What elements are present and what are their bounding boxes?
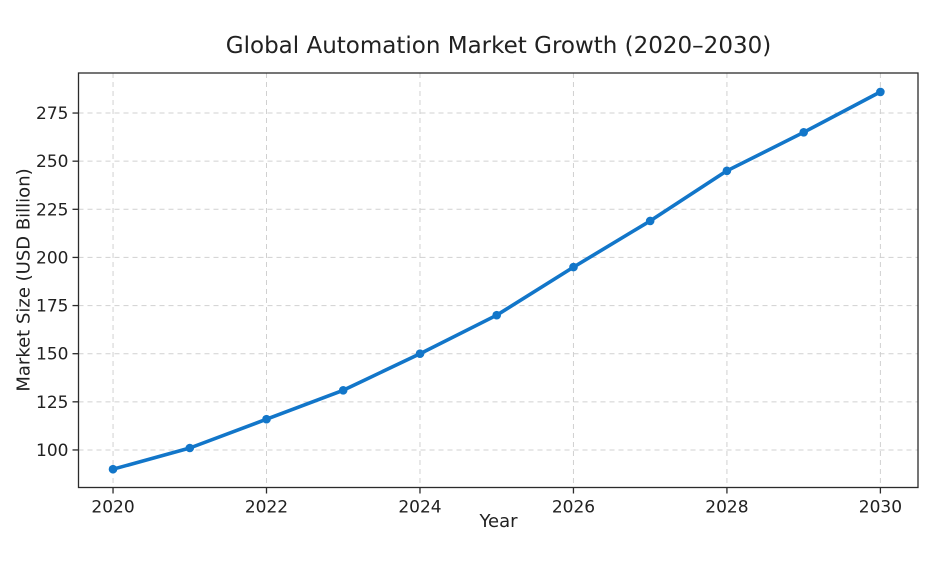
series-markers (108, 87, 885, 474)
x-tick-label: 2028 (705, 498, 748, 518)
x-tick-label: 2030 (859, 498, 902, 518)
y-tick-label: 200 (36, 248, 68, 268)
gridlines (78, 73, 918, 488)
data-point (569, 262, 578, 272)
x-axis-label: Year (479, 511, 518, 532)
x-tick-label: 2020 (91, 498, 134, 518)
chart-title: Global Automation Market Growth (2020–20… (225, 33, 772, 59)
tick-marks (72, 112, 882, 494)
series-line (111, 90, 883, 471)
x-tick-label: 2024 (398, 498, 441, 518)
x-tick-label: 2022 (245, 498, 288, 518)
data-point (722, 166, 732, 176)
tick-labels: 100 125 150 175 200 225 250 275 2020 2022 2024 2026… (36, 104, 902, 517)
data-point (645, 216, 655, 226)
data-point (799, 128, 808, 137)
data-point (338, 386, 348, 395)
data-point (492, 310, 502, 320)
y-tick-label: 275 (36, 104, 68, 124)
y-tick-label: 250 (36, 152, 68, 172)
y-tick-label: 175 (36, 297, 68, 317)
y-axis-label: Market Size (USD Billion) (13, 168, 35, 392)
y-tick-label: 100 (36, 441, 68, 461)
y-tick-label: 125 (36, 393, 68, 413)
x-tick-label: 2026 (552, 498, 595, 518)
data-point (262, 414, 271, 424)
data-point (415, 349, 425, 359)
y-tick-label: 225 (36, 200, 68, 220)
data-point (108, 464, 118, 474)
data-point (876, 87, 885, 97)
data-point (185, 443, 195, 453)
axes-frame (77, 72, 919, 489)
y-tick-label: 150 (36, 345, 68, 365)
